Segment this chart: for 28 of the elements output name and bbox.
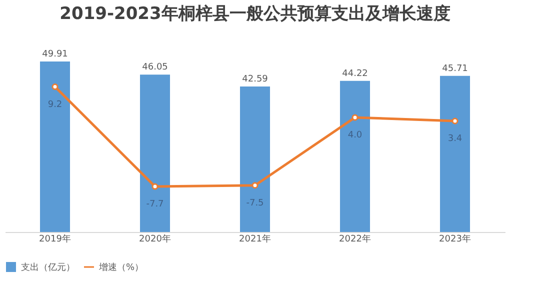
data-label: -7.7 [146, 200, 164, 210]
data-label: 44.22 [342, 68, 368, 79]
point [152, 183, 158, 190]
bar [440, 76, 470, 232]
x-tick-label: 2019年 [39, 234, 71, 244]
point [252, 182, 258, 189]
data-label: 9.2 [48, 100, 62, 110]
data-label: 4.0 [348, 130, 362, 140]
bar [240, 86, 270, 232]
point [352, 114, 358, 121]
legend-label: 增速（%） [98, 262, 144, 273]
bar [140, 74, 170, 232]
data-label: 46.05 [142, 62, 168, 73]
data-label: 45.71 [442, 64, 468, 74]
point [52, 84, 58, 90]
bar [340, 80, 370, 232]
x-tick-label: 2021年 [239, 234, 271, 244]
x-tick-label: 2023年 [439, 234, 471, 244]
legend-label: 支出（亿元） [21, 262, 75, 273]
data-label: 3.4 [448, 134, 462, 144]
x-tick-label: 2022年 [339, 234, 371, 244]
data-label: 49.91 [42, 49, 68, 60]
x-tick-label: 2020年 [139, 234, 171, 244]
chart-title: 2019-2023年桐梓县一般公共预算支出及增长速度 [60, 4, 450, 24]
data-label: -7.5 [246, 198, 264, 208]
bar [40, 61, 70, 232]
point [452, 118, 458, 124]
data-label: 42.59 [242, 74, 268, 84]
